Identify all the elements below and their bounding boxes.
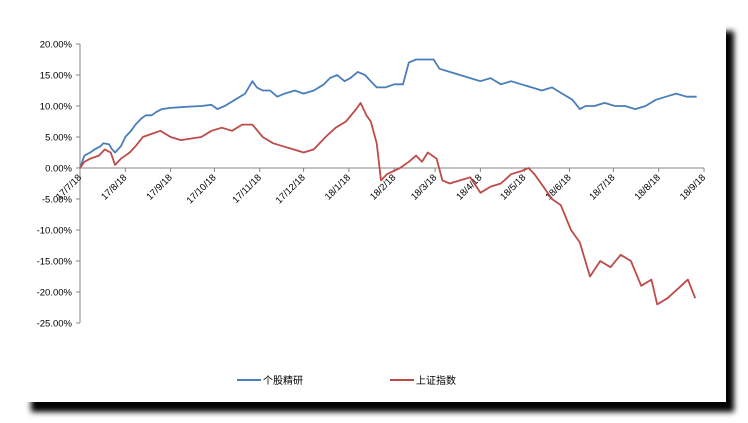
- x-tick-label: 17/11/18: [230, 172, 263, 205]
- legend-label-2: 上证指数: [416, 374, 456, 387]
- y-tick-label: -5.00%: [42, 195, 73, 206]
- legend: 个股精研 上证指数: [237, 374, 456, 387]
- y-tick-label: -15.00%: [37, 257, 73, 268]
- x-tick-label: 18/6/18: [543, 172, 573, 202]
- y-axis: 20.00% 15.00% 10.00% 5.00% 0.00% -5.00% -10.00…: [37, 40, 81, 330]
- y-tick-label: -10.00%: [37, 226, 73, 237]
- y-tick-label: -20.00%: [37, 288, 73, 299]
- chart-frame: [24, 24, 726, 402]
- y-tick-label: -25.00%: [37, 319, 73, 330]
- x-tick-label: 18/1/18: [323, 172, 353, 202]
- x-tick-label: 18/8/18: [633, 172, 663, 202]
- series-lines: [79, 58, 697, 306]
- y-tick-label: 20.00%: [40, 40, 73, 51]
- x-tick-label: 17/9/18: [145, 172, 175, 202]
- x-tick-label: 17/8/18: [99, 172, 129, 202]
- x-tick-label: 17/10/18: [185, 172, 219, 206]
- y-tick-label: 5.00%: [45, 133, 72, 144]
- x-tick-label: 18/9/18: [678, 172, 708, 202]
- y-tick-label: 10.00%: [40, 102, 73, 113]
- x-tick-label: 18/3/18: [409, 172, 439, 202]
- x-tick-label: 18/7/18: [587, 172, 617, 202]
- y-tick-label: 15.00%: [40, 71, 73, 82]
- x-tick-label: 17/12/18: [274, 172, 308, 206]
- y-tick-label: 0.00%: [45, 164, 72, 175]
- x-tick-label: 18/5/18: [498, 172, 528, 202]
- legend-label-1: 个股精研: [263, 374, 303, 387]
- series-line-2: [79, 102, 697, 306]
- series-line-1: [79, 58, 697, 169]
